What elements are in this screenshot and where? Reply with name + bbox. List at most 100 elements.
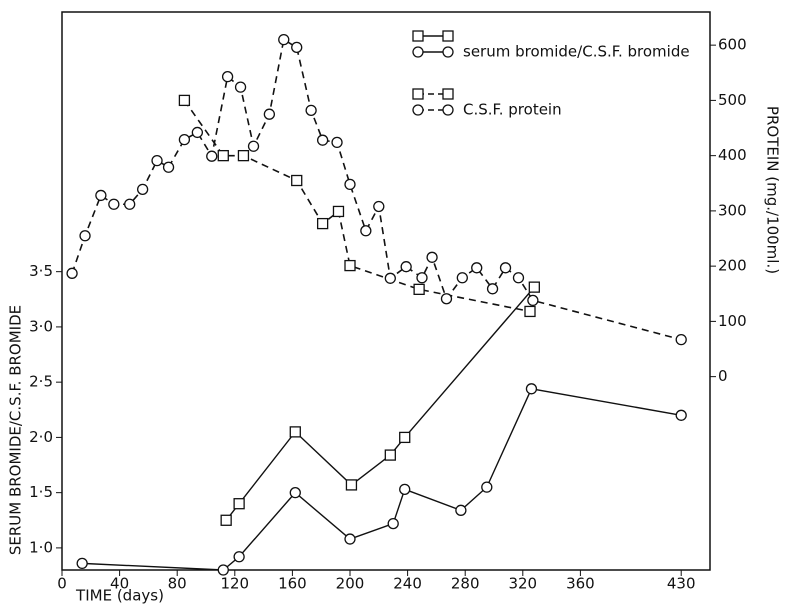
- data-point: [675, 333, 687, 346]
- y-tick-label: 2·0: [29, 428, 53, 446]
- y2-tick-label: 400: [718, 146, 747, 164]
- data-point: [413, 283, 425, 295]
- data-point: [178, 94, 191, 107]
- data-point: [332, 205, 345, 218]
- data-point: [66, 267, 78, 279]
- data-point: [316, 217, 329, 230]
- data-point: [278, 33, 290, 46]
- data-point: [76, 557, 88, 570]
- y-tick-label: 3·0: [29, 317, 53, 335]
- y2-tick-label: 100: [718, 312, 747, 330]
- plot-frame: [61, 11, 711, 571]
- y2-tick-label: 500: [718, 91, 747, 109]
- x-tick-label: 40: [110, 575, 129, 593]
- data-point: [384, 449, 396, 461]
- legend-marker: [442, 30, 454, 42]
- data-point: [426, 251, 438, 263]
- data-point: [221, 70, 234, 83]
- data-point: [360, 225, 372, 237]
- data-point: [234, 81, 247, 93]
- data-point: [233, 551, 245, 563]
- legend-marker: [412, 46, 424, 58]
- data-point: [416, 272, 428, 284]
- data-point: [528, 281, 540, 293]
- x-tick-label: 430: [667, 575, 696, 593]
- x-tick-label: 280: [451, 575, 480, 593]
- data-point: [524, 305, 536, 318]
- data-point: [247, 140, 260, 152]
- data-point: [400, 261, 412, 273]
- data-point: [289, 426, 301, 438]
- data-point: [178, 133, 191, 146]
- data-point: [675, 409, 687, 421]
- series-line: [183, 99, 531, 313]
- series-line: [82, 388, 682, 571]
- y2-axis-title: PROTEIN (mg./100ml.): [764, 106, 782, 274]
- legend-marker: [442, 46, 454, 58]
- y2-tick-label: 0: [718, 367, 728, 385]
- data-point: [95, 189, 107, 202]
- data-point: [440, 293, 453, 305]
- data-point: [136, 183, 149, 195]
- y2-tick-label: 200: [718, 257, 747, 275]
- legend-marker: [412, 104, 424, 116]
- y-tick-label: 3·5: [29, 262, 53, 280]
- series-line: [71, 38, 682, 341]
- data-point: [387, 517, 399, 530]
- data-point: [217, 564, 229, 576]
- x-tick-label: 320: [508, 575, 537, 593]
- legend-label: C.S.F. protein: [463, 101, 562, 119]
- data-point: [527, 294, 539, 307]
- x-axis-title: TIME (days): [75, 587, 164, 605]
- legend-marker: [412, 88, 424, 100]
- data-point: [291, 41, 303, 54]
- data-point: [316, 134, 329, 146]
- data-point: [512, 272, 525, 284]
- data-point: [399, 483, 411, 495]
- x-tick-label: 0: [57, 575, 67, 593]
- data-point: [79, 230, 91, 242]
- data-point: [191, 126, 204, 139]
- legend-marker: [442, 104, 454, 116]
- data-point: [471, 262, 483, 274]
- x-tick-label: 240: [393, 575, 422, 593]
- x-tick-label: 80: [168, 575, 187, 593]
- data-point: [373, 200, 385, 213]
- y-axis-title: SERUM BROMIDE/C.S.F. BROMIDE: [7, 305, 25, 555]
- data-point: [108, 198, 120, 210]
- data-point: [499, 262, 512, 274]
- data-point: [384, 272, 396, 284]
- data-point: [344, 178, 356, 191]
- legend-marker: [412, 30, 424, 42]
- x-tick-label: 360: [566, 575, 595, 593]
- data-point: [455, 504, 467, 516]
- data-point: [237, 149, 250, 162]
- data-point: [217, 149, 229, 162]
- data-point: [345, 479, 358, 491]
- data-point: [331, 136, 343, 149]
- data-point: [481, 481, 493, 493]
- data-point: [525, 383, 538, 395]
- y2-tick-label: 600: [718, 36, 747, 54]
- y-tick-label: 1·5: [29, 483, 53, 501]
- y-tick-label: 2·5: [29, 373, 53, 391]
- data-point: [486, 283, 499, 295]
- data-point: [305, 104, 317, 116]
- data-point: [233, 498, 245, 510]
- x-tick-label: 120: [220, 575, 249, 593]
- data-point: [206, 150, 218, 162]
- legend-marker: [442, 88, 454, 100]
- data-point: [151, 154, 163, 167]
- data-point: [162, 161, 175, 173]
- data-point: [291, 174, 303, 187]
- data-point: [344, 259, 356, 272]
- data-point: [124, 198, 136, 210]
- x-tick-label: 160: [278, 575, 307, 593]
- data-point: [220, 514, 232, 526]
- data-point: [344, 533, 356, 545]
- data-point: [456, 272, 468, 284]
- legend-label: serum bromide/C.S.F. bromide: [463, 43, 690, 61]
- y2-tick-label: 300: [718, 201, 747, 219]
- data-point: [289, 487, 301, 499]
